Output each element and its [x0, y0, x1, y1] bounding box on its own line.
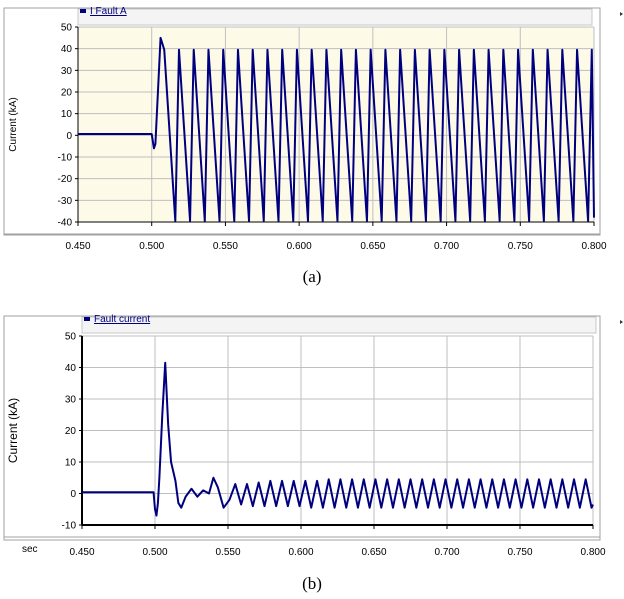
- series-line: [78, 36, 595, 222]
- x-tick-label: 0.800: [581, 241, 606, 252]
- legend-swatch: [84, 317, 90, 321]
- x-tick-label: 0.550: [215, 547, 240, 558]
- legend-header: [81, 316, 597, 334]
- legend-label: Fault current: [94, 314, 150, 325]
- x-tick-label: 0.700: [434, 241, 459, 252]
- x-tick-label: 0.600: [287, 241, 312, 252]
- y-tick-label: 10: [61, 109, 73, 120]
- y-tick-label: 20: [61, 88, 73, 99]
- x-tick-label: 0.650: [360, 241, 385, 252]
- x-tick-label: 0.500: [139, 241, 164, 252]
- panel-menu-arrow-icon: [620, 320, 623, 324]
- y-tick-label: 20: [65, 426, 77, 437]
- x-axis-label: sec: [22, 544, 38, 555]
- chart-b-svg: 50 40 30 20 10 0 -10 0.450 0.500 0.550 0.600 0.650 0…: [3, 314, 623, 558]
- legend-swatch: [80, 9, 86, 13]
- y-axis-label: Current (kA): [6, 398, 20, 463]
- y-tick-label: 50: [61, 23, 73, 34]
- x-tick-label: 0.450: [69, 547, 94, 558]
- legend-header: [77, 8, 593, 26]
- x-tick-label: 0.750: [508, 241, 533, 252]
- y-tick-label: -30: [58, 196, 73, 207]
- y-tick-label: -10: [58, 153, 73, 164]
- x-tick-label: 0.550: [213, 241, 238, 252]
- y-tick-label: 40: [61, 44, 73, 55]
- series-line: [82, 361, 594, 517]
- chart-panel-b: 50 40 30 20 10 0 -10 0.450 0.500 0.550 0.600 0.650 0…: [0, 310, 624, 572]
- y-tick-label: 30: [65, 395, 77, 406]
- chart-panel-a: 50 40 30 20 10 0 -10 -20 -30 -40 0.450 0.500 0.550 0.…: [0, 0, 624, 262]
- x-tick-label: 0.750: [507, 547, 532, 558]
- chart-a-svg: 50 40 30 20 10 0 -10 -20 -30 -40 0.450 0.500 0.550 0.…: [3, 6, 623, 252]
- x-tick-label: 0.600: [288, 547, 313, 558]
- y-tick-label: -20: [58, 174, 73, 185]
- caption-b: (b): [302, 574, 322, 593]
- y-axis-label: Current (kA): [8, 97, 19, 151]
- legend-label: I Fault A: [90, 6, 127, 17]
- y-tick-label: 0: [70, 489, 76, 500]
- caption-a: (a): [302, 267, 322, 286]
- y-tick-label: 0: [66, 131, 72, 142]
- y-tick-label: -40: [58, 218, 73, 229]
- x-tick-label: 0.800: [580, 547, 605, 558]
- x-tick-label: 0.650: [361, 547, 386, 558]
- y-tick-label: -10: [62, 521, 77, 532]
- y-tick-label: 40: [65, 363, 77, 374]
- x-tick-label: 0.500: [142, 547, 167, 558]
- panel-menu-arrow-icon: [620, 12, 623, 16]
- x-tick-label: 0.700: [434, 547, 459, 558]
- y-tick-label: 30: [61, 66, 73, 77]
- y-tick-label: 10: [65, 458, 77, 469]
- x-tick-label: 0.450: [65, 241, 90, 252]
- y-tick-label: 50: [65, 332, 77, 343]
